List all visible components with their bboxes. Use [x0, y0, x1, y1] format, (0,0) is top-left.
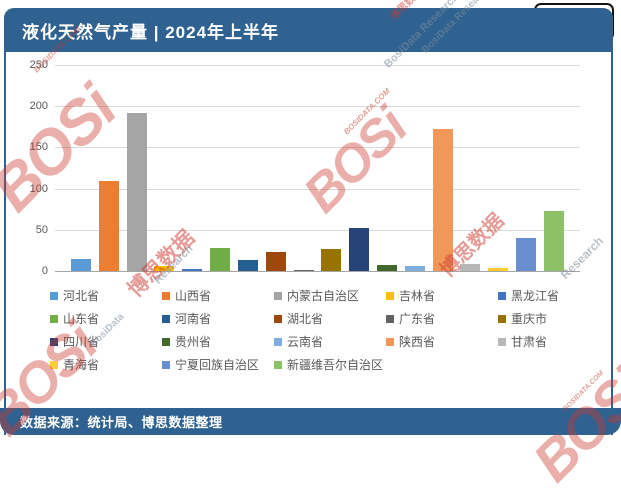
legend-item-山东省: 山东省	[50, 307, 162, 330]
bar-group	[55, 65, 580, 271]
legend-marker-icon	[386, 314, 394, 323]
legend-item-湖北省: 湖北省	[274, 307, 386, 330]
legend-item-黑龙江省: 黑龙江省	[498, 284, 610, 307]
legend-item-宁夏回族自治区: 宁夏回族自治区	[162, 353, 274, 376]
legend-label: 云南省	[287, 335, 324, 349]
legend-label: 宁夏回族自治区	[175, 358, 260, 372]
legend-label: 重庆市	[511, 312, 548, 326]
legend-label: 吉林省	[399, 289, 436, 303]
legend-label: 甘肃省	[511, 335, 548, 349]
legend-marker-icon	[162, 314, 170, 323]
bar-湖北省	[265, 252, 286, 271]
bar-吉林省	[154, 266, 175, 271]
legend-label: 新疆维吾尔自治区	[287, 358, 384, 372]
legend-item-内蒙古自治区: 内蒙古自治区	[274, 284, 386, 307]
bar-宁夏回族自治区	[516, 238, 536, 271]
legend-marker-icon	[50, 360, 58, 369]
footer-bar: 数据来源：统计局、博思数据整理	[0, 408, 621, 435]
gridline-100	[55, 188, 580, 190]
gridline-250	[55, 65, 580, 66]
legend-marker-icon	[274, 337, 282, 346]
gridline-0	[55, 271, 580, 272]
legend-marker-icon	[50, 337, 58, 346]
legend-label: 湖北省	[287, 312, 324, 326]
legend-item-四川省: 四川省	[50, 330, 162, 353]
legend-label: 青海省	[63, 358, 100, 372]
bar-内蒙古自治区	[126, 112, 147, 271]
legend-label: 广东省	[399, 312, 436, 326]
legend-item-新疆维吾尔自治区: 新疆维吾尔自治区	[274, 353, 386, 376]
legend-item-广东省: 广东省	[386, 307, 498, 330]
y-tick-label-100: 100	[29, 182, 48, 195]
legend-label: 河南省	[175, 312, 212, 326]
legend-marker-icon	[386, 337, 394, 346]
legend-marker-icon	[162, 291, 170, 300]
legend-marker-icon	[386, 291, 394, 300]
bar-青海省	[488, 267, 509, 271]
legend-item-河南省: 河南省	[162, 307, 274, 330]
data-source-text: 数据来源：统计局、博思数据整理	[20, 415, 223, 430]
header-bar: 液化天然气产量 | 2024年上半年	[4, 8, 613, 52]
bar-新疆维吾尔自治区	[543, 210, 564, 271]
legend-label: 山东省	[63, 312, 100, 326]
legend-marker-icon	[498, 337, 506, 346]
legend-marker-icon	[274, 291, 282, 300]
legend-label: 陕西省	[399, 335, 436, 349]
legend-item-山西省: 山西省	[162, 284, 274, 307]
bar-山西省	[98, 181, 119, 271]
legend-marker-icon	[274, 360, 282, 369]
legend-label: 黑龙江省	[511, 289, 560, 303]
y-tick-label-150: 150	[29, 141, 48, 154]
legend-item-甘肃省: 甘肃省	[498, 330, 610, 353]
legend-marker-icon	[498, 314, 506, 323]
legend-item-青海省: 青海省	[50, 353, 162, 376]
y-tick-label-200: 200	[29, 100, 48, 113]
legend-marker-icon	[50, 314, 58, 323]
legend-label: 山西省	[175, 289, 212, 303]
legend-item-重庆市: 重庆市	[498, 307, 610, 330]
plot-area	[55, 65, 580, 272]
legend-marker-icon	[162, 337, 170, 346]
legend-marker-icon	[498, 291, 506, 300]
legend-item-吉林省: 吉林省	[386, 284, 498, 307]
legend-label: 内蒙古自治区	[287, 289, 360, 303]
y-axis: 0 50 100 150 200 250	[0, 59, 48, 277]
chart-legend: 河北省 山西省 内蒙古自治区 吉林省 黑龙江省山东省 河南省 湖北省 广东省 重庆市四川省 贵州省…	[50, 284, 615, 376]
legend-item-河北省: 河北省	[50, 284, 162, 307]
legend-marker-icon	[50, 291, 58, 300]
bar-四川省	[349, 228, 370, 271]
bar-广东省	[293, 269, 314, 271]
gridline-50	[55, 229, 580, 231]
legend-marker-icon	[274, 314, 282, 323]
bar-云南省	[404, 266, 425, 271]
bar-陕西省	[432, 129, 453, 271]
bar-甘肃省	[460, 263, 481, 271]
y-tick-label-0: 0	[41, 265, 48, 277]
legend-label: 四川省	[63, 335, 100, 349]
legend-marker-icon	[162, 360, 170, 369]
gridline-200	[55, 106, 580, 108]
legend-item-云南省: 云南省	[274, 330, 386, 353]
bar-河北省	[71, 258, 91, 271]
bar-重庆市	[321, 248, 342, 271]
bar-河南省	[237, 260, 258, 271]
legend-label: 河北省	[63, 289, 100, 303]
y-tick-label-50: 50	[35, 223, 48, 236]
legend-label: 贵州省	[175, 335, 212, 349]
legend-item-贵州省: 贵州省	[162, 330, 274, 353]
gridline-150	[55, 147, 580, 149]
chart-title: 液化天然气产量 | 2024年上半年	[22, 22, 280, 42]
bar-山东省	[210, 247, 231, 271]
bar-贵州省	[376, 265, 397, 271]
bar-黑龙江省	[182, 269, 203, 271]
legend-item-陕西省: 陕西省	[386, 330, 498, 353]
y-tick-label-250: 250	[29, 59, 48, 71]
